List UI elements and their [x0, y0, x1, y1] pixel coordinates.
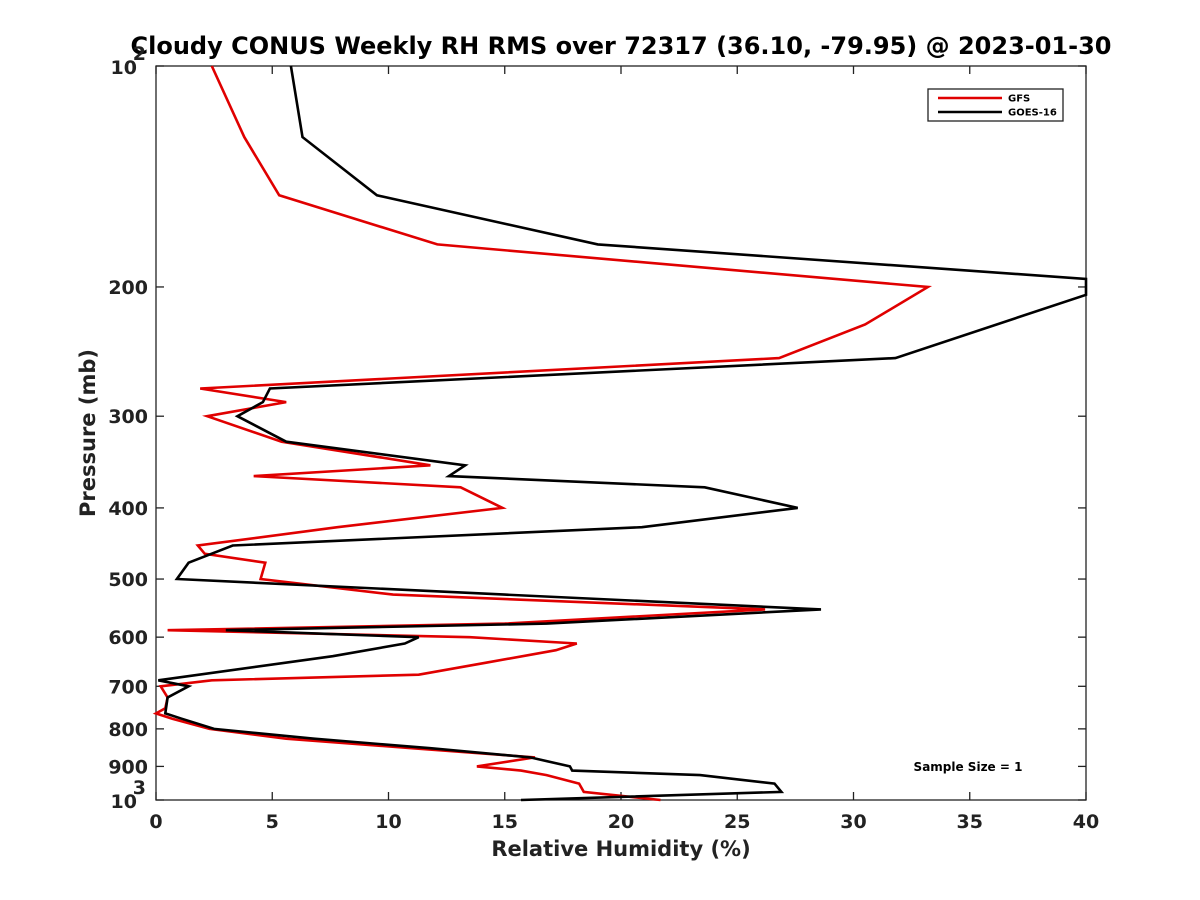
y-tick-label: 700 [108, 676, 148, 698]
x-tick-label: 15 [492, 811, 518, 833]
y-tick-exponent: 3 [133, 777, 146, 799]
y-tick-label: 800 [108, 719, 148, 741]
y-tick-label: 300 [108, 406, 148, 428]
x-tick-label: 25 [724, 811, 750, 833]
x-tick-label: 5 [266, 811, 279, 833]
x-tick-label: 20 [608, 811, 634, 833]
legend-box [927, 88, 1064, 122]
y-tick-label: 200 [108, 277, 148, 299]
y-tick-label: 600 [108, 627, 148, 649]
series-line-goes-16 [158, 65, 1088, 802]
legend-label: GOES-16 [1008, 108, 1057, 119]
y-tick-label: 900 [108, 756, 148, 778]
x-tick-label: 10 [375, 811, 401, 833]
y-tick-label: 500 [108, 569, 148, 591]
chart-title: Cloudy CONUS Weekly RH RMS over 72317 (3… [131, 32, 1112, 60]
legend-label: GFS [1008, 94, 1030, 105]
x-tick-label: 40 [1073, 811, 1099, 833]
sample-size-annotation: Sample Size = 1 [914, 760, 1023, 774]
x-tick-label: 0 [149, 811, 162, 833]
y-tick-exponent: 2 [133, 43, 146, 65]
y-tick-label: 10 [111, 57, 137, 79]
y-tick-label: 10 [111, 791, 137, 813]
x-axis-label: Relative Humidity (%) [491, 837, 750, 861]
y-axis-label: Pressure (mb) [76, 349, 100, 517]
legend: GFS GOES-16 [927, 88, 1064, 122]
plot-frame [155, 65, 1087, 801]
x-tick-label: 35 [957, 811, 983, 833]
y-tick-label: 400 [108, 498, 148, 520]
x-tick-label: 30 [840, 811, 866, 833]
